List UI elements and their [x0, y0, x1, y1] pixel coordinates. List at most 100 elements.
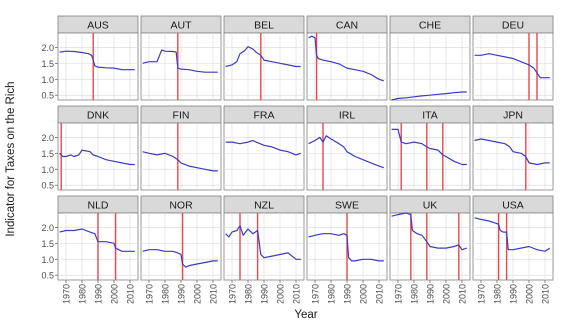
facet-panel-swe: SWE 1970 1980 1990 2000 2010 [306, 195, 388, 304]
series-line [474, 217, 551, 252]
series-line [142, 151, 218, 172]
x-tick-label: 1980 [244, 284, 254, 304]
series-line [474, 53, 550, 79]
x-axis-title: Year [294, 309, 317, 321]
x-tick-label: 1990 [343, 284, 353, 304]
facet-panel-nld: NLD 0.5 1.0 1.5 2.0 1970 1980 1990 2000 2010 [41, 195, 139, 304]
series-line [225, 225, 301, 260]
x-tick-label: 1990 [426, 284, 436, 304]
y-tick-label: 1.0 [41, 165, 54, 175]
facet-panel-aus: AUS 0.5 1.0 1.5 2.0 [41, 15, 139, 101]
facet-strip-label: JPN [503, 110, 523, 122]
x-tick-label: 2010 [209, 284, 219, 304]
x-tick-label: 1970 [228, 284, 238, 304]
y-tick-label: 1.0 [41, 255, 54, 265]
facet-strip-label: NZL [254, 200, 274, 212]
y-axis-title: Indicator for Taxes on the Rich [5, 81, 17, 236]
facet-panel-che: CHE [389, 15, 471, 101]
facet-panel-bel: BEL [223, 15, 305, 101]
series-line [225, 46, 301, 68]
series-line [225, 139, 301, 156]
facet-panel-uk: UK 1970 1980 1990 2000 2010 [389, 195, 471, 304]
x-tick-label: 2010 [292, 284, 302, 304]
x-tick-label: 1980 [493, 284, 503, 304]
facet-strip-label: AUS [87, 20, 109, 32]
facet-strip-label: NOR [169, 200, 193, 212]
facet-panel-nor: NOR 1970 1980 1990 2000 2010 [140, 195, 222, 304]
facet-panel-aut: AUT [140, 15, 222, 101]
x-tick-label: 2000 [442, 284, 452, 304]
series-line [59, 149, 135, 166]
y-tick-label: 0.5 [41, 91, 54, 101]
y-tick-label: 0.5 [41, 271, 54, 281]
facet-panel-fin: FIN [140, 105, 222, 191]
y-tick-label: 1.0 [41, 75, 54, 85]
facet-strip-label: DEU [502, 20, 524, 32]
facet-panel-dnk: DNK 0.5 1.0 1.5 2.0 [41, 105, 139, 191]
facet-strip-label: ITA [422, 110, 438, 122]
series-line [308, 135, 384, 169]
x-tick-label: 1980 [161, 284, 171, 304]
facet-panel-ita: ITA [389, 105, 471, 191]
facet-panel-deu: DEU [472, 15, 554, 101]
y-tick-label: 0.5 [41, 181, 54, 191]
y-tick-label: 1.5 [41, 59, 54, 69]
facet-strip-label: FIN [173, 110, 190, 122]
y-tick-label: 1.5 [41, 149, 54, 159]
x-tick-label: 2000 [110, 284, 120, 304]
series-line [391, 212, 467, 251]
facet-strip-label: SWE [335, 200, 359, 212]
x-tick-label: 1970 [477, 284, 487, 304]
facet-strip-label: CAN [336, 20, 358, 32]
x-tick-label: 1970 [145, 284, 155, 304]
facet-panel-usa: USA 1970 1980 1990 2000 2010 [472, 195, 554, 304]
facet-panel-fra: FRA [223, 105, 305, 191]
facet-strip-label: AUT [171, 20, 193, 32]
y-tick-label: 2.0 [41, 43, 54, 53]
facet-strip-label: FRA [254, 110, 275, 122]
x-tick-label: 2000 [276, 284, 286, 304]
facet-panel-irl: IRL [306, 105, 388, 191]
series-line [308, 35, 384, 82]
x-tick-label: 2010 [126, 284, 136, 304]
facet-panel-nzl: NZL 1970 1980 1990 2000 2010 [223, 195, 305, 304]
facet-panel-can: CAN [306, 15, 388, 101]
facet-panel-jpn: JPN [472, 105, 554, 191]
x-tick-label: 1980 [327, 284, 337, 304]
x-tick-label: 1990 [509, 284, 519, 304]
x-tick-label: 2000 [359, 284, 369, 304]
facet-strip-label: UK [423, 200, 438, 212]
x-tick-label: 2010 [541, 284, 551, 304]
x-tick-label: 2000 [193, 284, 203, 304]
series-line [391, 128, 467, 166]
series-line [308, 233, 384, 262]
series-line [391, 91, 467, 101]
x-tick-label: 2000 [525, 284, 535, 304]
series-line [142, 249, 218, 268]
series-line [59, 228, 135, 252]
x-tick-label: 1970 [62, 284, 72, 304]
facet-strip-label: IRL [339, 110, 356, 122]
x-tick-label: 1990 [177, 284, 187, 304]
y-tick-label: 2.0 [41, 133, 54, 143]
y-tick-label: 2.0 [41, 223, 54, 233]
x-tick-label: 1990 [260, 284, 270, 304]
x-tick-label: 1990 [94, 284, 104, 304]
facet-strip-label: BEL [254, 20, 274, 32]
series-line [59, 50, 135, 71]
x-tick-label: 2010 [458, 284, 468, 304]
facet-strip-label: DNK [87, 110, 109, 122]
x-tick-label: 1970 [394, 284, 404, 304]
x-tick-label: 1980 [410, 284, 420, 304]
x-tick-label: 1980 [78, 284, 88, 304]
facet-strip-label: NLD [87, 200, 108, 212]
series-line [474, 138, 550, 166]
x-tick-label: 1970 [311, 284, 321, 304]
x-tick-label: 2010 [375, 284, 385, 304]
facet-strip-label: USA [502, 200, 524, 212]
y-tick-label: 1.5 [41, 239, 54, 249]
series-line [142, 49, 218, 73]
facet-strip-label: CHE [419, 20, 441, 32]
